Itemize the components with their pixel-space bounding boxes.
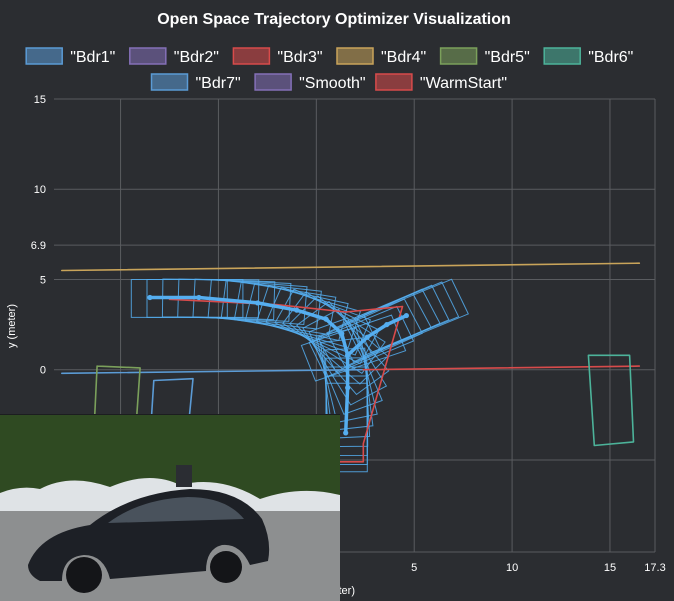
y-tick-label: 5: [40, 274, 46, 286]
vehicle-box: [317, 298, 423, 373]
series-line: [345, 313, 409, 358]
trajectory-point: [254, 300, 261, 306]
trajectory-point: [403, 312, 409, 319]
legend-swatch: [232, 47, 271, 65]
x-tick-label: 17.3: [644, 562, 665, 574]
vehicle-camera-photo: [0, 414, 340, 601]
series-line: [60, 368, 365, 375]
chart-title: Open Space Trajectory Optimizer Visualiz…: [157, 11, 511, 28]
legend-swatch: [254, 73, 292, 91]
trajectory-point: [384, 321, 390, 328]
photo-car-sensor: [176, 465, 192, 487]
photo-trees: [0, 415, 340, 499]
legend-swatch: [150, 73, 189, 91]
legend-label: "Bdr6": [588, 49, 633, 66]
legend-label: "Bdr2": [174, 49, 219, 66]
series-line: [362, 365, 641, 371]
y-tick-label: 15: [34, 94, 46, 106]
legend-swatch: [543, 47, 581, 65]
trajectory-point: [196, 294, 202, 301]
y-tick-label: 6.9: [31, 240, 46, 252]
x-tick-label: 10: [506, 562, 518, 574]
legend-label: "Bdr1": [70, 49, 115, 66]
trajectory-point: [343, 430, 349, 436]
vehicle-box: [353, 281, 460, 354]
legend-swatch: [375, 73, 413, 91]
legend-swatch: [336, 47, 374, 65]
photo-car-wheel-front: [66, 557, 102, 593]
grid: [54, 98, 656, 553]
vehicle-box: [363, 278, 469, 351]
series-line: [60, 262, 641, 272]
trajectory-point: [323, 316, 329, 322]
trajectory-point: [339, 331, 345, 337]
x-tick-label: 5: [411, 562, 417, 574]
x-tick-label: 15: [604, 562, 616, 574]
legend-label: "Smooth": [299, 75, 366, 92]
trajectory-point: [345, 352, 351, 358]
trajectory-point: [147, 294, 153, 301]
y-tick-label: 0: [40, 365, 46, 377]
vehicle-box: [326, 292, 432, 368]
photo-car-wheel-rear: [210, 551, 242, 583]
legend-label: "Bdr5": [485, 49, 530, 66]
legend-swatch: [439, 47, 478, 65]
legend-label: "Bdr4": [381, 49, 426, 66]
legend-swatch: [25, 47, 63, 65]
legend-label: "WarmStart": [420, 75, 507, 92]
legend-label: "Bdr3": [277, 49, 322, 66]
trajectory-point: [345, 385, 351, 391]
legend-swatch: [129, 47, 167, 65]
photo-car-window: [108, 497, 244, 523]
vehicle-box: [323, 347, 371, 439]
vehicle-box: [300, 314, 407, 382]
series-line: [587, 354, 635, 447]
y-axis-label: y (meter): [6, 304, 18, 348]
legend: "Bdr1" "Bdr2" "Bdr3" "Bdr4" "Bdr5" "Bdr6" "Bdr…: [25, 47, 633, 92]
trajectory-point: [364, 334, 370, 340]
trajectory-point: [294, 307, 300, 313]
legend-label: "Bdr7": [196, 75, 241, 92]
vehicle-box: [315, 327, 378, 423]
y-tick-label: 10: [34, 184, 46, 196]
